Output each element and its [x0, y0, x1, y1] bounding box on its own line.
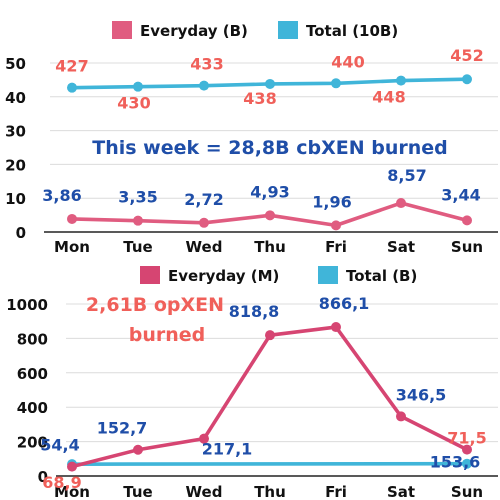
chart1-y-tick-label: 10	[5, 190, 26, 208]
chart2-x-tick-label: Wed	[186, 483, 223, 500]
chart1-data-point-1	[396, 198, 406, 209]
chart2-legend-label: Everyday (M)	[168, 267, 279, 285]
chart1-data-label-1: 3,86	[42, 186, 81, 205]
chart1-data-point-1	[265, 210, 275, 221]
chart1-data-label-1: 8,57	[387, 166, 426, 185]
chart1-y-tick-label: 50	[5, 55, 26, 73]
chart2-data-label-1: 54,4	[40, 436, 79, 455]
chart2-data-label-1: 217,1	[202, 440, 253, 459]
chart2-annotation-line-1: 2,61B opXEN	[86, 294, 224, 316]
chart2-data-label-1: 153,6	[430, 453, 481, 472]
chart1-y-tick-label: 0	[16, 224, 26, 242]
chart1-data-point-2	[396, 75, 406, 86]
chart2-legend-label: Total (B)	[346, 267, 417, 285]
chart2-x-tick-label: Sat	[387, 483, 415, 500]
chart1-legend-label: Everyday (B)	[140, 22, 248, 40]
chart1-legend-label: Total (10B)	[306, 22, 398, 40]
chart1-data-label-1: 4,93	[250, 182, 289, 201]
chart1-data-label-2: 452	[450, 46, 483, 65]
chart2-y-tick-label: 600	[17, 365, 48, 383]
chart2-data-point-2	[462, 458, 472, 469]
chart1-x-tick-label: Mon	[54, 238, 90, 256]
chart2-y-tick-label: 200	[17, 434, 48, 452]
chart1-data-point-2	[67, 82, 77, 93]
chart1-legend-swatch	[112, 21, 132, 39]
chart2-data-point-1	[265, 330, 275, 341]
chart2-data-point-1	[199, 433, 209, 444]
chart2-data-label-1: 818,8	[229, 302, 280, 321]
chart1-y-tick-label: 30	[5, 123, 26, 141]
chart1-legend-swatch	[278, 21, 298, 39]
chart1-x-tick-label: Fri	[325, 238, 347, 256]
chart1-data-label-1: 3,35	[118, 188, 157, 207]
chart1-x-tick-label: Thu	[254, 238, 286, 256]
chart2-data-label-2: 68,9	[42, 473, 81, 492]
chart2-y-tick-label: 400	[17, 399, 48, 417]
chart2-data-point-1	[462, 444, 472, 455]
chart1-y-tick-label: 40	[5, 89, 26, 107]
chart1-x-tick-label: Wed	[186, 238, 223, 256]
chart1-data-point-1	[133, 215, 143, 226]
chart2-y-tick-label: 1000	[6, 296, 48, 314]
chart1-y-tick-label: 20	[5, 156, 26, 174]
chart1-x-tick-label: Sat	[387, 238, 415, 256]
chart1-data-point-1	[331, 220, 341, 231]
chart1-data-point-1	[67, 213, 77, 224]
chart1-annotation: This week = 28,8B cbXEN burned	[92, 137, 448, 159]
chart1-data-label-2: 427	[55, 57, 88, 76]
chart1-data-point-2	[265, 78, 275, 89]
chart1-data-point-2	[331, 78, 341, 89]
chart2-data-label-1: 152,7	[97, 419, 148, 438]
chart2-data-point-1	[67, 461, 77, 472]
chart1-data-label-2: 448	[372, 88, 405, 107]
chart2-x-tick-label: Thu	[254, 483, 286, 500]
chart2-x-tick-label: Tue	[123, 483, 152, 500]
chart2-legend-swatch	[318, 266, 338, 284]
chart1-data-label-2: 440	[331, 52, 364, 71]
chart1-data-label-1: 3,44	[441, 185, 480, 204]
chart2-y-tick-label: 0	[38, 468, 48, 486]
chart1-data-label-1: 1,96	[312, 192, 351, 211]
chart2-data-label-1: 866,1	[319, 294, 370, 313]
chart1-data-point-2	[462, 74, 472, 85]
chart2-x-tick-label: Mon	[54, 483, 90, 500]
chart1-data-point-1	[462, 215, 472, 226]
chart1-data-label-2: 433	[190, 55, 223, 74]
chart1-data-label-1: 2,72	[184, 190, 223, 209]
chart1-data-label-2: 438	[243, 89, 276, 108]
chart2-data-point-1	[331, 322, 341, 333]
chart2-data-label-2: 71,5	[447, 429, 486, 448]
chart1-x-tick-label: Tue	[123, 238, 152, 256]
chart2-x-tick-label: Sun	[451, 483, 483, 500]
chart2-annotation-line-2: burned	[129, 324, 206, 346]
chart2-y-tick-label: 800	[17, 330, 48, 348]
chart2-legend-swatch	[140, 266, 160, 284]
chart2-data-point-1	[133, 444, 143, 455]
chart1-x-tick-label: Sun	[451, 238, 483, 256]
chart2-data-point-1	[396, 411, 406, 422]
chart2-data-label-1: 346,5	[396, 385, 447, 404]
chart2-x-tick-label: Fri	[325, 483, 347, 500]
chart1-data-point-1	[199, 217, 209, 228]
chart1-data-label-2: 430	[117, 94, 150, 113]
chart1-data-point-2	[199, 80, 209, 91]
chart1-data-point-2	[133, 81, 143, 92]
